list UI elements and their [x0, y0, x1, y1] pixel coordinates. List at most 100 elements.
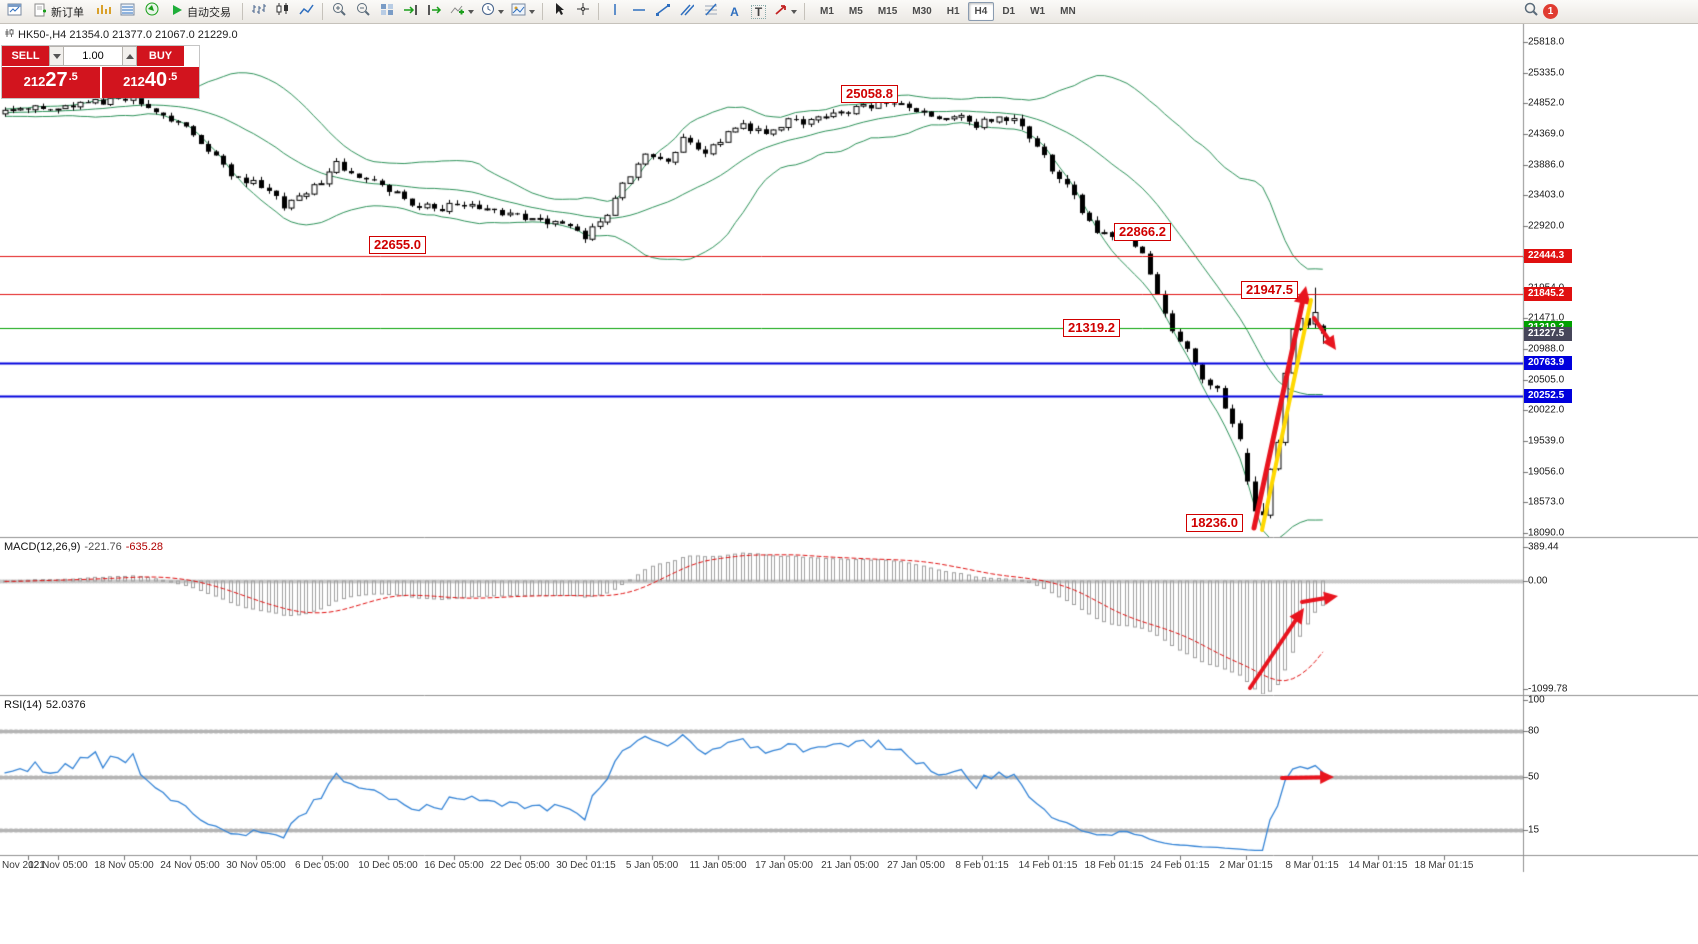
new-order-button[interactable]: 新订单 [27, 1, 91, 22]
crosshair-button[interactable] [571, 1, 594, 22]
candlestick-chart-button[interactable] [271, 1, 294, 22]
macd-signal-value: -635.28 [125, 541, 164, 553]
price-axis-label: 25818.0 [1528, 36, 1565, 48]
price-annotation[interactable]: 22655.0 [369, 236, 426, 254]
text-tool-icon: A [730, 4, 739, 19]
timeframe-m30-button[interactable]: M30 [912, 6, 932, 17]
macd-axis-label: -1099.78 [1528, 683, 1568, 695]
timeframe-m1-button[interactable]: M1 [820, 6, 834, 17]
toolbar-separator [598, 3, 599, 20]
zoom-in-button[interactable] [327, 1, 350, 22]
price-annotation[interactable]: 22866.2 [1114, 223, 1171, 241]
navigator-button[interactable] [140, 1, 163, 22]
time-axis-label: 12 Nov 05:00 [28, 860, 88, 871]
label-tool-icon: T [750, 4, 767, 19]
vertical-line-icon [609, 3, 621, 21]
data-window-button[interactable] [116, 1, 139, 22]
label-tool-button[interactable]: T [747, 1, 770, 22]
crosshair-icon [576, 2, 590, 21]
cursor-icon [553, 2, 565, 21]
time-axis-label: 24 Feb 01:15 [1150, 860, 1210, 871]
chevron-down-icon [468, 9, 474, 14]
chart-shift-icon [427, 3, 442, 21]
chevron-up-icon [125, 53, 134, 59]
trendline-button[interactable] [651, 1, 674, 22]
timeframe-h1-button[interactable]: H1 [946, 6, 960, 17]
channel-button[interactable] [675, 1, 698, 22]
price-annotation[interactable]: 21947.5 [1241, 281, 1298, 299]
horizontal-line-button[interactable] [627, 1, 650, 22]
macd-indicator-label: MACD(12,26,9) -221.76 -635.28 [4, 541, 163, 553]
toolbar-separator [542, 3, 543, 20]
time-axis-label: 22 Dec 05:00 [490, 860, 550, 871]
price-axis-label: 20505.0 [1528, 374, 1565, 386]
price-annotation[interactable]: 25058.8 [841, 85, 898, 103]
time-axis-label: 30 Nov 05:00 [226, 860, 286, 871]
timeframe-m5-button[interactable]: M5 [848, 6, 863, 17]
timeframe-h4-button[interactable]: H4 [967, 2, 995, 21]
navigator-icon [145, 2, 159, 21]
timeframe-w1-button[interactable]: W1 [1030, 6, 1046, 17]
arrows-tool-button[interactable] [771, 1, 800, 22]
bar-chart-icon [251, 3, 266, 21]
rsi-value: 52.0376 [45, 699, 86, 711]
timeframe-group: M1 M5 M15 M30 H1 H4 D1 W1 MN [813, 2, 1083, 21]
search-button[interactable] [1519, 1, 1542, 22]
autotrading-label: 自动交易 [187, 6, 231, 19]
zoom-out-button[interactable] [351, 1, 374, 22]
time-axis-label: 8 Feb 01:15 [955, 860, 1009, 871]
time-axis-label: 10 Dec 05:00 [358, 860, 418, 871]
market-watch-button[interactable] [92, 1, 115, 22]
price-annotation[interactable]: 21319.2 [1063, 319, 1120, 337]
auto-scroll-button[interactable] [399, 1, 422, 22]
price-axis-label: 22920.0 [1528, 220, 1565, 232]
fibonacci-icon [704, 2, 718, 21]
price-axis-label: 20022.0 [1528, 404, 1565, 416]
chevron-down-icon [52, 53, 61, 59]
volume-increase-button[interactable] [122, 46, 137, 66]
fibonacci-button[interactable] [699, 1, 722, 22]
bar-chart-button[interactable] [247, 1, 270, 22]
volume-input[interactable] [64, 46, 122, 66]
price-annotation[interactable]: 18236.0 [1186, 514, 1243, 532]
text-tool-button[interactable]: A [723, 1, 746, 22]
time-axis-label: 30 Dec 01:15 [556, 860, 616, 871]
time-axis-label: 8 Mar 01:15 [1285, 860, 1339, 871]
time-axis-label: 11 Jan 05:00 [689, 860, 747, 871]
market-watch-icon [96, 3, 111, 21]
candlestick-chart-icon [275, 2, 290, 21]
volume-decrease-button[interactable] [49, 46, 64, 66]
price-level-tag: 22444.3 [1524, 249, 1572, 264]
vertical-line-button[interactable] [603, 1, 626, 22]
timeframe-d1-button[interactable]: D1 [1002, 6, 1016, 17]
indicators-button[interactable] [447, 1, 477, 22]
price-level-tag: 20763.9 [1524, 356, 1572, 371]
timeframe-mn-button[interactable]: MN [1060, 6, 1076, 17]
time-axis-label: 14 Mar 01:15 [1348, 860, 1408, 871]
chevron-down-icon [791, 9, 797, 14]
price-axis-label: 18573.0 [1528, 496, 1565, 508]
sell-button[interactable]: SELL [2, 46, 49, 66]
periods-button[interactable] [478, 1, 507, 22]
tile-windows-button[interactable] [375, 1, 398, 22]
sell-price[interactable]: 212 27.5 [2, 67, 100, 98]
rsi-axis-label: 15 [1528, 824, 1540, 836]
data-window-icon [120, 3, 135, 21]
templates-button[interactable] [508, 1, 538, 22]
macd-main-value: -221.76 [84, 541, 122, 553]
notification-badge[interactable]: 1 [1543, 4, 1558, 19]
price-axis-label: 21471.0 [1528, 312, 1565, 324]
toolbar-separator [242, 3, 243, 20]
line-chart-button[interactable] [295, 1, 318, 22]
timeframe-m15-button[interactable]: M15 [877, 6, 898, 17]
chart-icon [4, 28, 14, 41]
chart-canvas[interactable] [0, 24, 1698, 944]
zoom-out-icon [356, 2, 370, 21]
buy-price[interactable]: 212 40.5 [101, 67, 199, 98]
chart-shift-button[interactable] [423, 1, 446, 22]
cursor-button[interactable] [547, 1, 570, 22]
buy-button[interactable]: BUY [137, 46, 184, 66]
chart-window-button[interactable] [3, 1, 26, 22]
autotrading-button[interactable]: 自动交易 [164, 1, 238, 22]
time-axis-label: 16 Dec 05:00 [424, 860, 484, 871]
